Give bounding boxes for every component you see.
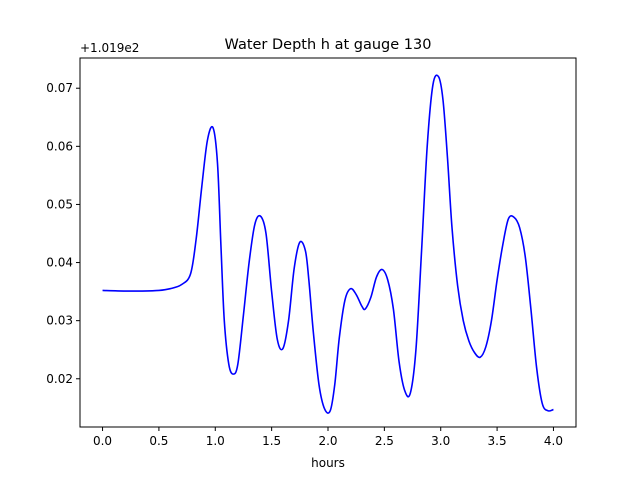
axis-ticks: 0.0 0.5 1.0 1.5 2.0 2.5 3.0 3.5 4.0 0.02 0.03 0.04 0… xyxy=(46,81,563,448)
y-tick-label: 0.03 xyxy=(46,314,73,328)
x-tick-label: 3.5 xyxy=(488,434,507,448)
x-tick-label: 1.0 xyxy=(206,434,225,448)
x-tick-label: 3.0 xyxy=(431,434,450,448)
series-line xyxy=(102,74,554,414)
y-tick-label: 0.04 xyxy=(46,256,73,270)
x-tick-label: 4.0 xyxy=(544,434,563,448)
y-tick-label: 0.07 xyxy=(46,81,73,95)
x-tick-label: 0.5 xyxy=(149,434,168,448)
y-offset-label: +1.019e2 xyxy=(80,41,139,55)
y-tick-label: 0.05 xyxy=(46,197,73,211)
x-tick-label: 0.0 xyxy=(93,434,112,448)
x-tick-label: 1.5 xyxy=(262,434,281,448)
plot-area xyxy=(79,57,577,428)
chart-title: Water Depth h at gauge 130 xyxy=(225,37,432,53)
x-tick-label: 2.5 xyxy=(375,434,394,448)
y-tick-label: 0.06 xyxy=(46,139,73,153)
x-axis-label: hours xyxy=(311,456,345,470)
y-tick-label: 0.02 xyxy=(46,372,73,386)
x-tick-label: 2.0 xyxy=(318,434,337,448)
